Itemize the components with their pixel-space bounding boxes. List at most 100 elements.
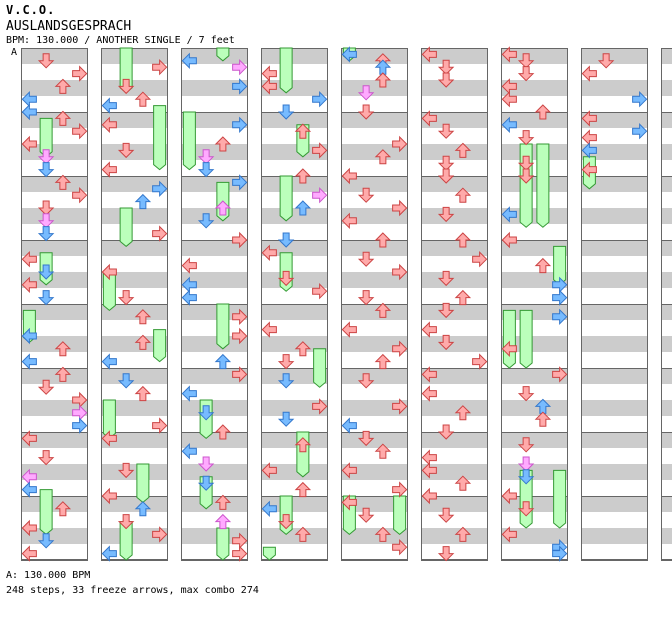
up-arrow	[134, 385, 152, 402]
beat-band	[101, 528, 168, 544]
beat-band	[181, 144, 248, 160]
beat-band	[181, 80, 248, 96]
freeze-arrow	[136, 463, 150, 504]
right-arrow	[232, 231, 248, 249]
left-arrow	[501, 46, 517, 63]
left-arrow	[501, 206, 517, 223]
down-arrow	[277, 373, 295, 389]
beat-band	[421, 464, 488, 480]
beat-band	[421, 48, 488, 64]
down-arrow	[437, 72, 455, 88]
down-arrow	[277, 270, 295, 287]
freeze-arrow	[393, 495, 407, 536]
beat-band	[581, 400, 648, 416]
down-arrow	[117, 142, 135, 159]
up-arrow	[134, 309, 152, 325]
down-arrow	[437, 546, 455, 562]
left-arrow	[501, 231, 517, 249]
beat-band	[581, 304, 648, 320]
up-arrow	[54, 366, 72, 382]
up-arrow	[534, 257, 552, 274]
beat-band	[101, 208, 168, 224]
beat-band	[661, 48, 672, 64]
left-arrow	[21, 481, 37, 498]
right-arrow	[232, 116, 248, 134]
beat-band	[261, 368, 328, 384]
right-arrow	[312, 282, 328, 300]
beat-band	[261, 112, 328, 128]
beat-band	[501, 400, 568, 416]
up-arrow	[294, 200, 312, 216]
beat-band	[581, 112, 648, 128]
up-arrow	[454, 475, 472, 491]
up-arrow	[214, 353, 232, 370]
beat-band	[101, 80, 168, 96]
down-arrow	[357, 251, 375, 267]
beat-band	[421, 496, 488, 512]
beat-band	[261, 432, 328, 448]
beat-band	[581, 336, 648, 352]
beat-band	[101, 176, 168, 192]
beat-band	[341, 336, 408, 352]
beat-band	[421, 400, 488, 416]
left-arrow	[261, 244, 277, 262]
down-arrow	[37, 264, 55, 280]
right-arrow	[232, 545, 248, 562]
right-arrow	[312, 186, 328, 204]
left-arrow	[501, 340, 517, 358]
down-arrow	[37, 53, 55, 69]
left-arrow	[421, 385, 437, 402]
column-border	[421, 48, 488, 560]
beat-band	[181, 368, 248, 384]
beat-band	[421, 528, 488, 544]
left-arrow	[181, 385, 197, 402]
right-arrow	[152, 225, 168, 242]
freeze-arrow	[536, 143, 550, 228]
right-arrow	[312, 90, 328, 108]
up-arrow	[214, 424, 232, 440]
down-arrow	[277, 411, 295, 427]
beat-band	[581, 144, 648, 160]
freeze-arrow	[519, 469, 533, 529]
up-arrow	[454, 526, 472, 542]
beat-band	[261, 304, 328, 320]
bpm-marker-label: A	[11, 47, 18, 58]
up-arrow	[374, 72, 392, 88]
beat-band	[501, 368, 568, 384]
left-arrow	[341, 212, 357, 230]
freeze-arrow	[216, 527, 230, 561]
left-arrow	[101, 161, 117, 178]
up-arrow	[454, 405, 472, 421]
chart-info: BPM: 130.000 / ANOTHER SINGLE / 7 feet	[6, 35, 235, 46]
down-arrow	[117, 290, 135, 306]
beat-band	[581, 208, 648, 224]
right-arrow	[632, 122, 648, 140]
up-arrow	[534, 411, 552, 427]
left-arrow	[261, 462, 277, 479]
chart-column-4	[261, 47, 328, 561]
beat-band	[101, 48, 168, 64]
beat-band	[501, 240, 568, 256]
beat-band	[661, 176, 672, 192]
left-arrow	[581, 110, 597, 127]
beat-band	[101, 144, 168, 160]
right-arrow	[392, 398, 408, 415]
up-arrow	[294, 168, 312, 184]
up-arrow	[374, 443, 392, 459]
beat-band	[181, 432, 248, 448]
down-arrow	[517, 456, 535, 472]
beat-band	[181, 400, 248, 416]
right-arrow	[312, 142, 328, 159]
down-arrow	[437, 206, 455, 223]
left-arrow	[501, 526, 517, 543]
beat-band	[21, 48, 88, 64]
column-border	[21, 48, 88, 560]
artist-name: V.C.O.	[6, 3, 56, 17]
down-arrow	[37, 290, 55, 306]
down-arrow	[437, 123, 455, 139]
beat-band	[581, 432, 648, 448]
beat-band	[181, 48, 248, 64]
left-arrow	[101, 487, 117, 505]
left-arrow	[101, 263, 117, 281]
beat-band	[661, 336, 672, 352]
